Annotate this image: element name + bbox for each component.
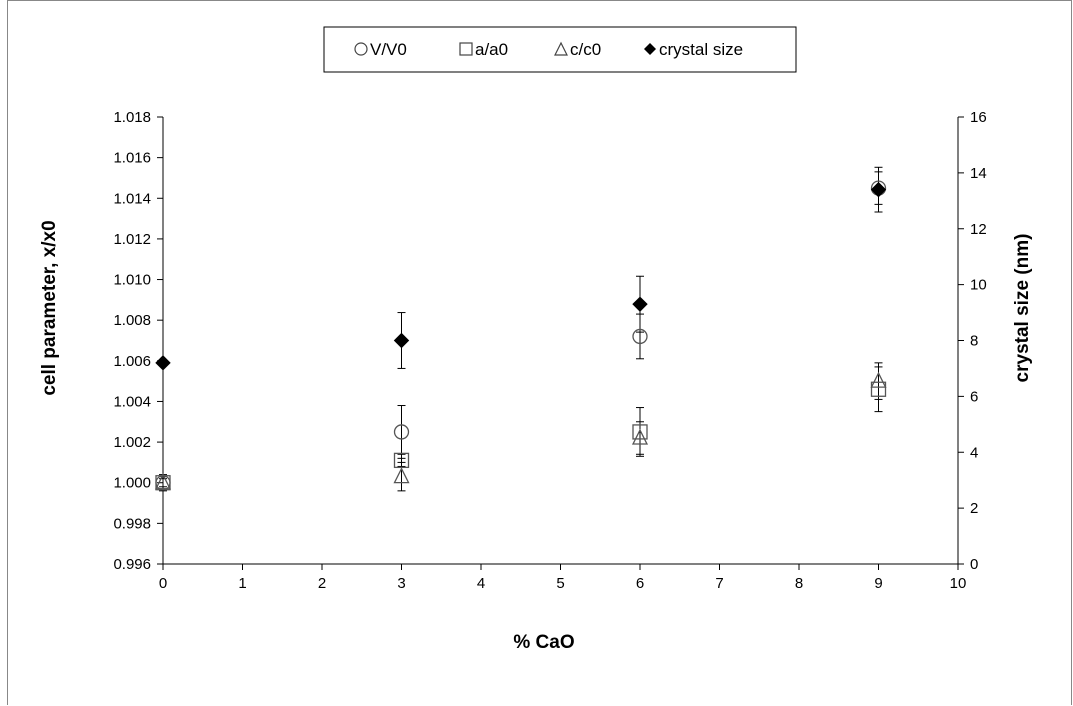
x-tick-label: 1: [238, 575, 246, 592]
y-tick-label: 1.012: [113, 231, 151, 248]
x-tick-label: 0: [159, 575, 167, 592]
legend-item-a-a0: a/a0: [459, 40, 508, 59]
point-v-v0: [632, 328, 648, 345]
legend-marker: [459, 42, 473, 56]
point-crystal-size: [632, 296, 648, 312]
y2-tick-label: 2: [970, 500, 978, 517]
x-axis-title: % CaO: [513, 632, 574, 653]
y-tick-label: 0.996: [113, 556, 151, 573]
x-tick-label: 6: [636, 575, 644, 592]
point-c-c0: [631, 428, 649, 445]
legend-marker: [354, 42, 368, 56]
legend-label: c/c0: [570, 40, 601, 59]
chart-area: [7, 0, 1072, 705]
x-tick-label: 5: [556, 575, 564, 592]
y-tick-label: 1.014: [113, 190, 151, 207]
x-tick-label: 4: [477, 575, 485, 592]
point-crystal-size: [393, 332, 410, 349]
x-tick-label: 7: [715, 575, 723, 592]
point-c-c0: [870, 371, 887, 388]
x-tick-label: 8: [795, 575, 803, 592]
legend-item-v-v0: V/V0: [354, 40, 407, 59]
y2-tick-label: 10: [970, 277, 987, 294]
legend-label: a/a0: [475, 40, 508, 59]
legend-item-crystal-size: crystal size: [644, 40, 743, 59]
axes: [162, 117, 959, 565]
legend-marker: [644, 43, 656, 55]
point-c-c0: [393, 467, 410, 484]
markers: [154, 180, 887, 491]
legend-marker: [554, 41, 568, 56]
y-tick-label: 1.018: [113, 109, 151, 126]
y-tick-label: 1.006: [113, 353, 151, 370]
legend-item-c-c0: c/c0: [554, 40, 601, 59]
point-crystal-size: [155, 355, 171, 371]
y2-tick-label: 0: [970, 556, 978, 573]
x-tick-label: 10: [950, 575, 967, 592]
y2-tick-label: 6: [970, 388, 978, 405]
y2-tick-label: 4: [970, 444, 978, 461]
y-tick-label: 1.004: [113, 393, 151, 410]
legend: V/V0 a/a0 c/c0 crystal size: [323, 26, 797, 73]
point-c-c0: [154, 473, 172, 490]
y-tick-label: 1.008: [113, 312, 151, 329]
x-tick-label: 3: [397, 575, 405, 592]
legend-box: [323, 26, 797, 73]
y2-tick-label: 16: [970, 109, 987, 126]
error-bars: [159, 166, 883, 492]
ticks: 0 1 2 3 4 5 6 7 8 9 100.9960.9981.0001.0021.0041.0…: [113, 109, 986, 592]
y-tick-label: 0.998: [113, 515, 151, 532]
point-crystal-size: [870, 181, 887, 198]
y2-tick-label: 12: [970, 221, 987, 238]
y-axis-title: cell parameter, x/x0: [39, 220, 60, 395]
y2-axis-title: crystal size (nm): [1012, 234, 1033, 383]
y-tick-label: 1.010: [113, 272, 151, 289]
y-tick-label: 1.016: [113, 150, 151, 167]
point-a-a0: [870, 381, 887, 397]
y2-tick-label: 14: [970, 165, 987, 182]
y-tick-label: 1.000: [113, 475, 151, 492]
legend-label: crystal size: [659, 40, 743, 59]
x-tick-label: 9: [874, 575, 882, 592]
legend-label: V/V0: [370, 40, 407, 59]
y2-tick-label: 8: [970, 333, 978, 350]
point-a-a0: [632, 424, 648, 440]
point-v-v0: [393, 424, 410, 440]
x-tick-label: 2: [318, 575, 326, 592]
y-tick-label: 1.002: [113, 434, 151, 451]
